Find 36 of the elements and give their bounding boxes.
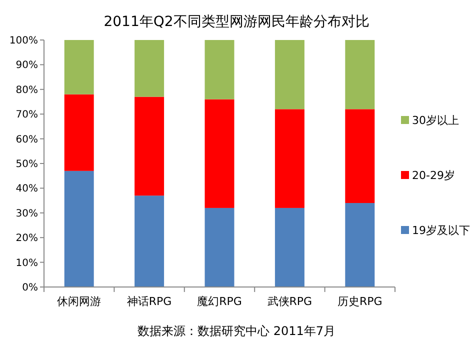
y-tick-label: 40%: [16, 184, 38, 195]
x-tick-label: 休闲网游: [57, 295, 102, 308]
y-tick-label: 60%: [16, 134, 38, 146]
x-tick-label: 神话RPG: [126, 295, 172, 308]
bar: [134, 96, 164, 196]
bar: [64, 170, 94, 287]
legend-label: 20-29岁: [412, 168, 455, 182]
x-tick-label: 历史RPG: [337, 295, 382, 308]
bar: [274, 109, 304, 208]
y-tick-label: 10%: [16, 258, 38, 269]
x-tick-label: 魔幻RPG: [197, 295, 242, 308]
y-tick-label: 0%: [22, 282, 38, 294]
bar: [134, 196, 164, 287]
y-tick-label: 100%: [9, 36, 38, 46]
bar: [204, 40, 234, 100]
legend-label: 30岁以上: [412, 114, 459, 127]
bar: [345, 109, 375, 204]
source-note: 数据来源：数据研究中心 2011年7月: [138, 324, 336, 338]
y-tick-label: 50%: [16, 159, 38, 170]
bar: [134, 40, 164, 97]
legend-label: 19岁及以下: [412, 224, 470, 237]
bar: [274, 208, 304, 287]
bar: [204, 99, 234, 208]
y-tick-label: 30%: [16, 208, 38, 220]
bar: [274, 40, 304, 110]
x-tick-label: 武侠RPG: [267, 295, 312, 308]
y-tick-label: 20%: [16, 233, 38, 244]
y-tick-label: 80%: [16, 84, 38, 96]
bar: [64, 94, 94, 171]
bar: [64, 40, 94, 94]
bar: [345, 40, 375, 110]
bar: [345, 203, 375, 287]
y-tick-label: 90%: [16, 60, 38, 72]
y-tick-label: 70%: [16, 110, 38, 121]
bar: [204, 208, 234, 287]
chart-title: 2011年Q2不同类型网游网民年龄分布对比: [104, 14, 370, 30]
